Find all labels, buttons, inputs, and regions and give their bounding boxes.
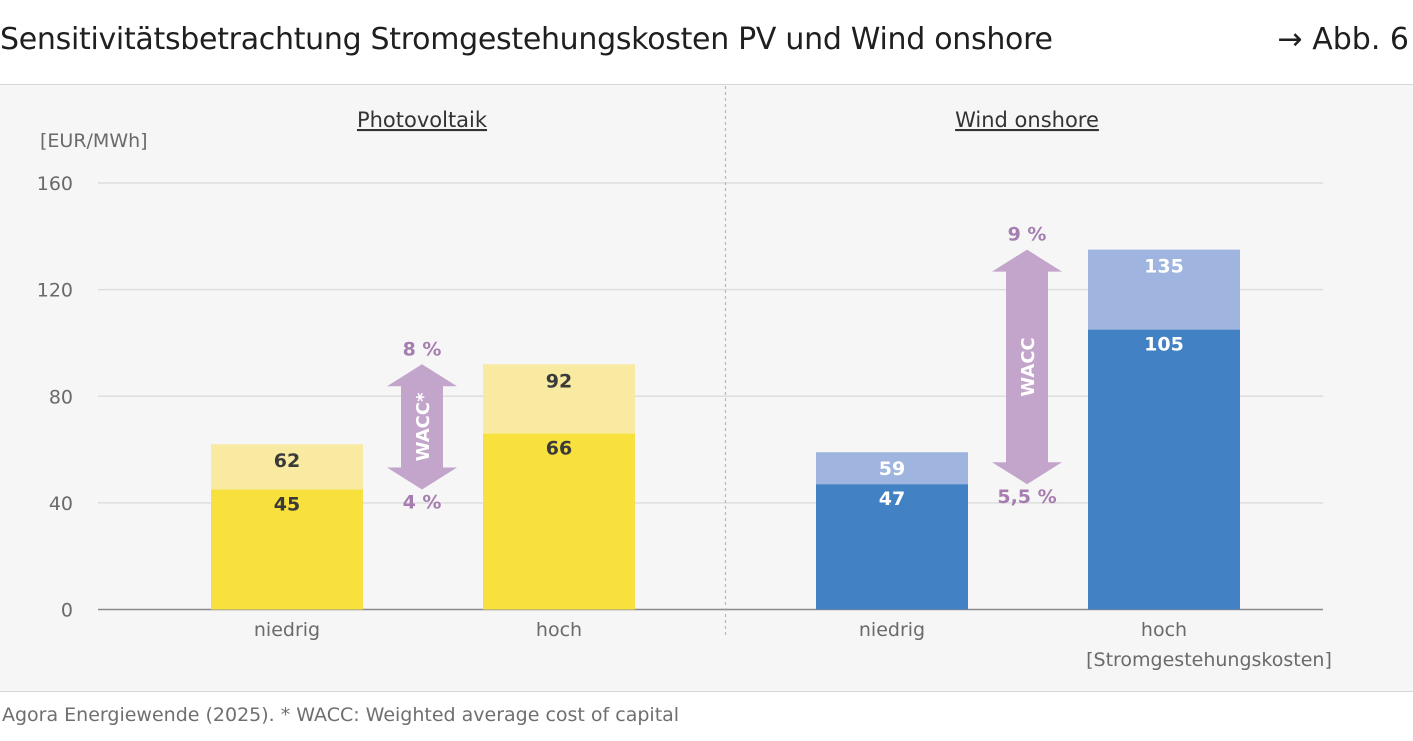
bar-segment-low-wacc	[211, 489, 363, 610]
x-category-label: niedrig	[859, 619, 925, 641]
wacc-low-label: 5,5 %	[997, 486, 1056, 508]
source-note: Agora Energiewende (2025). * WACC: Weigh…	[2, 704, 680, 726]
bar-segment-high-wacc	[1088, 249, 1240, 330]
bar-base-label: 105	[1144, 334, 1184, 356]
wacc-arrow	[992, 249, 1062, 485]
bars	[211, 249, 1240, 610]
x-axis-label: [Stromgestehungskosten]	[1086, 649, 1332, 671]
y-tick-label: 160	[37, 173, 73, 195]
wacc-arrow-label: WACC*	[413, 392, 434, 461]
bar-total-label: 62	[274, 450, 300, 472]
bar-segment-high-wacc	[483, 364, 635, 434]
x-category-label: niedrig	[254, 619, 320, 641]
wacc-arrows	[387, 249, 1062, 490]
panel-title: Wind onshore	[955, 108, 1099, 132]
wacc-arrow-label: WACC	[1018, 337, 1039, 396]
chart-title: Sensitivitätsbetrachtung Stromgestehungs…	[0, 22, 1053, 57]
wacc-arrow	[387, 364, 457, 490]
bar-segment-high-wacc	[816, 452, 968, 485]
bar-base-label: 47	[879, 488, 905, 510]
wacc-high-label: 9 %	[1008, 224, 1047, 246]
chart-labels: 0 40 80 120 160 [EUR/MWh] Photovoltaik 62 45 nied…	[37, 108, 1332, 671]
wacc-low-label: 4 %	[403, 492, 442, 514]
y-tick-label: 0	[61, 600, 73, 622]
bar-base-label: 45	[274, 494, 300, 516]
bar-total-label: 135	[1144, 256, 1184, 278]
bar-segment-low-wacc	[1088, 329, 1240, 610]
bar-segment-low-wacc	[483, 433, 635, 610]
y-tick-label: 120	[37, 280, 73, 302]
x-category-label: hoch	[1141, 619, 1187, 641]
wacc-high-label: 8 %	[403, 338, 442, 360]
panel-title: Photovoltaik	[357, 108, 488, 132]
figure-reference: → Abb. 6	[1277, 22, 1409, 57]
y-tick-label: 80	[49, 386, 73, 408]
x-category-label: hoch	[536, 619, 582, 641]
bar-total-label: 92	[546, 370, 572, 392]
bar-base-label: 66	[546, 438, 572, 460]
y-axis-label: [EUR/MWh]	[40, 130, 148, 152]
y-tick-label: 40	[49, 493, 73, 515]
bar-segment-low-wacc	[816, 484, 968, 610]
bar-total-label: 59	[879, 458, 905, 480]
bar-segment-high-wacc	[211, 444, 363, 490]
